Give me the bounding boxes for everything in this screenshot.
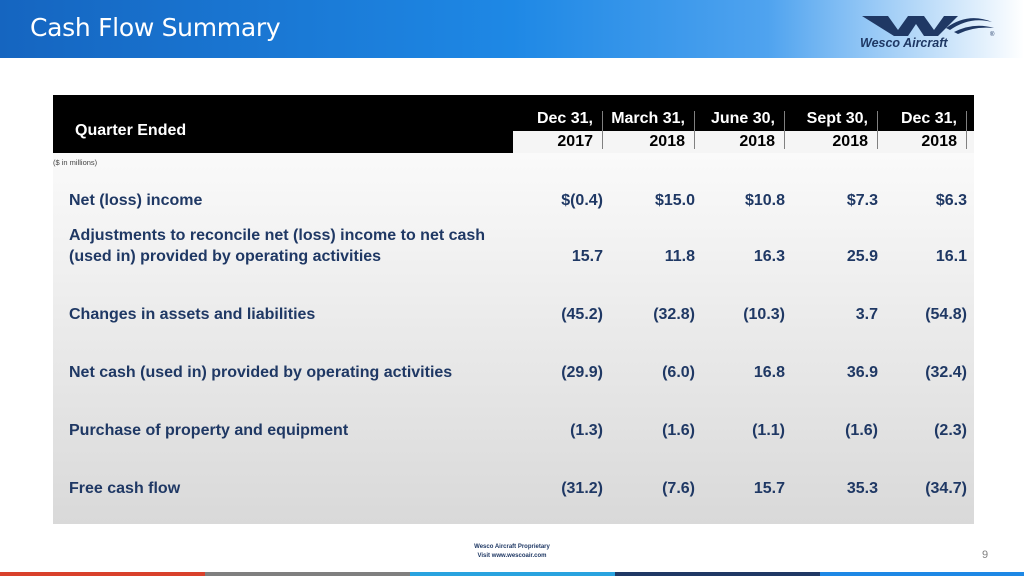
row-value: (34.7) [925, 480, 967, 497]
column-header-5: Dec 31, [878, 107, 967, 153]
table-row: Changes in assets and liabilities (45.2) (… [53, 283, 974, 325]
row-value: 25.9 [846, 248, 878, 265]
units-note: ($ in millions) [53, 158, 98, 167]
row-value: 16.8 [753, 364, 785, 381]
column-separator [784, 111, 785, 149]
footer-line-1: Wesco Aircraft Proprietary [474, 544, 550, 550]
row-value: $7.3 [846, 192, 878, 209]
row-value: 16.1 [935, 248, 967, 265]
table-row: Adjustments to reconcile net (loss) inco… [53, 203, 974, 267]
column-header-date: Dec 31, [900, 110, 957, 127]
stripe-light-blue [410, 572, 615, 576]
column-header-year: 2018 [921, 133, 957, 150]
column-header-2: March 31, [603, 107, 695, 153]
registered-mark: ® [990, 32, 995, 38]
wesco-logo: Wesco Aircraft ® [858, 14, 998, 54]
row-value: $6.3 [935, 192, 967, 209]
row-value: (6.0) [662, 364, 695, 381]
footer-proprietary: Wesco Aircraft Proprietary Visit www.wes… [452, 543, 572, 561]
table-row: Purchase of property and equipment (1.3) (… [53, 399, 974, 441]
column-header-year: 2018 [832, 133, 868, 150]
row-label: Purchase of property and equipment [69, 422, 349, 439]
row-value: $10.8 [744, 192, 785, 209]
column-header-date: June 30, [710, 110, 775, 127]
page-title: Cash Flow Summary [30, 13, 281, 42]
row-value: (1.1) [752, 422, 785, 439]
row-value: 36.9 [846, 364, 878, 381]
bottom-color-stripe [0, 572, 1024, 576]
column-separator [966, 111, 967, 149]
row-value: 11.8 [664, 248, 695, 265]
column-separator [602, 111, 603, 149]
column-header-date: March 31, [611, 110, 685, 127]
row-value: 15.7 [753, 480, 785, 497]
row-value: (7.6) [662, 480, 695, 497]
title-bar: Cash Flow Summary Wesco Aircraft ® [0, 0, 1024, 58]
table-row: Free cash flow (31.2) (7.6) 15.7 35.3 (34.7) [53, 457, 974, 499]
footer-link[interactable]: Visit www.wescoair.com [477, 553, 547, 559]
column-header-3: June 30, [695, 107, 785, 153]
column-header-4: Sept 30, [785, 107, 878, 153]
stripe-blue [820, 572, 1024, 576]
row-value: (1.6) [662, 422, 695, 439]
stripe-red [0, 572, 205, 576]
row-value: (2.3) [934, 422, 967, 439]
row-value: 16.3 [753, 248, 785, 265]
column-header-1: Dec 31, [513, 107, 603, 153]
row-value: $15.0 [654, 192, 695, 209]
row-value: (45.2) [561, 306, 603, 323]
row-label: Net (loss) income [69, 192, 203, 209]
page-number: 9 [982, 549, 989, 561]
row-value: (54.8) [925, 306, 967, 323]
row-value: (29.9) [561, 364, 603, 381]
column-separator [877, 111, 878, 149]
header-year-band [513, 131, 974, 153]
row-label: Free cash flow [69, 480, 181, 497]
cash-flow-table: Quarter Ended Dec 31, 2017 March 31, 2018 Ju… [53, 95, 974, 524]
row-value: (32.8) [653, 306, 695, 323]
row-label: Changes in assets and liabilities [69, 306, 316, 323]
table-row: Net cash (used in) provided by operating… [53, 341, 974, 383]
row-label: Net cash (used in) provided by operating… [69, 364, 453, 381]
column-header-year: 2017 [557, 133, 593, 150]
row-value: (1.6) [845, 422, 878, 439]
row-value: $(0.4) [561, 192, 603, 209]
wesco-logo-icon [862, 16, 994, 36]
column-separator [694, 111, 695, 149]
column-header-date: Sept 30, [806, 110, 868, 127]
row-value: (1.3) [570, 422, 603, 439]
column-header-year: 2018 [739, 133, 775, 150]
stripe-navy [615, 572, 820, 576]
row-value: 35.3 [846, 480, 878, 497]
row-value: 3.7 [855, 306, 878, 323]
row-label: Adjustments to reconcile net (loss) inco… [69, 227, 486, 265]
logo-wordmark: Wesco Aircraft [860, 36, 948, 50]
quarter-ended-label: Quarter Ended [75, 122, 187, 139]
column-header-year: 2018 [649, 133, 685, 150]
row-value: 15.7 [571, 248, 603, 265]
table-row: Net (loss) income $(0.4) $15.0 $10.8 $7.3 $6.… [53, 169, 974, 211]
row-value: (10.3) [743, 306, 785, 323]
column-header-date: Dec 31, [536, 110, 593, 127]
row-value: (31.2) [561, 480, 603, 497]
stripe-gray [205, 572, 410, 576]
row-value: (32.4) [925, 364, 967, 381]
